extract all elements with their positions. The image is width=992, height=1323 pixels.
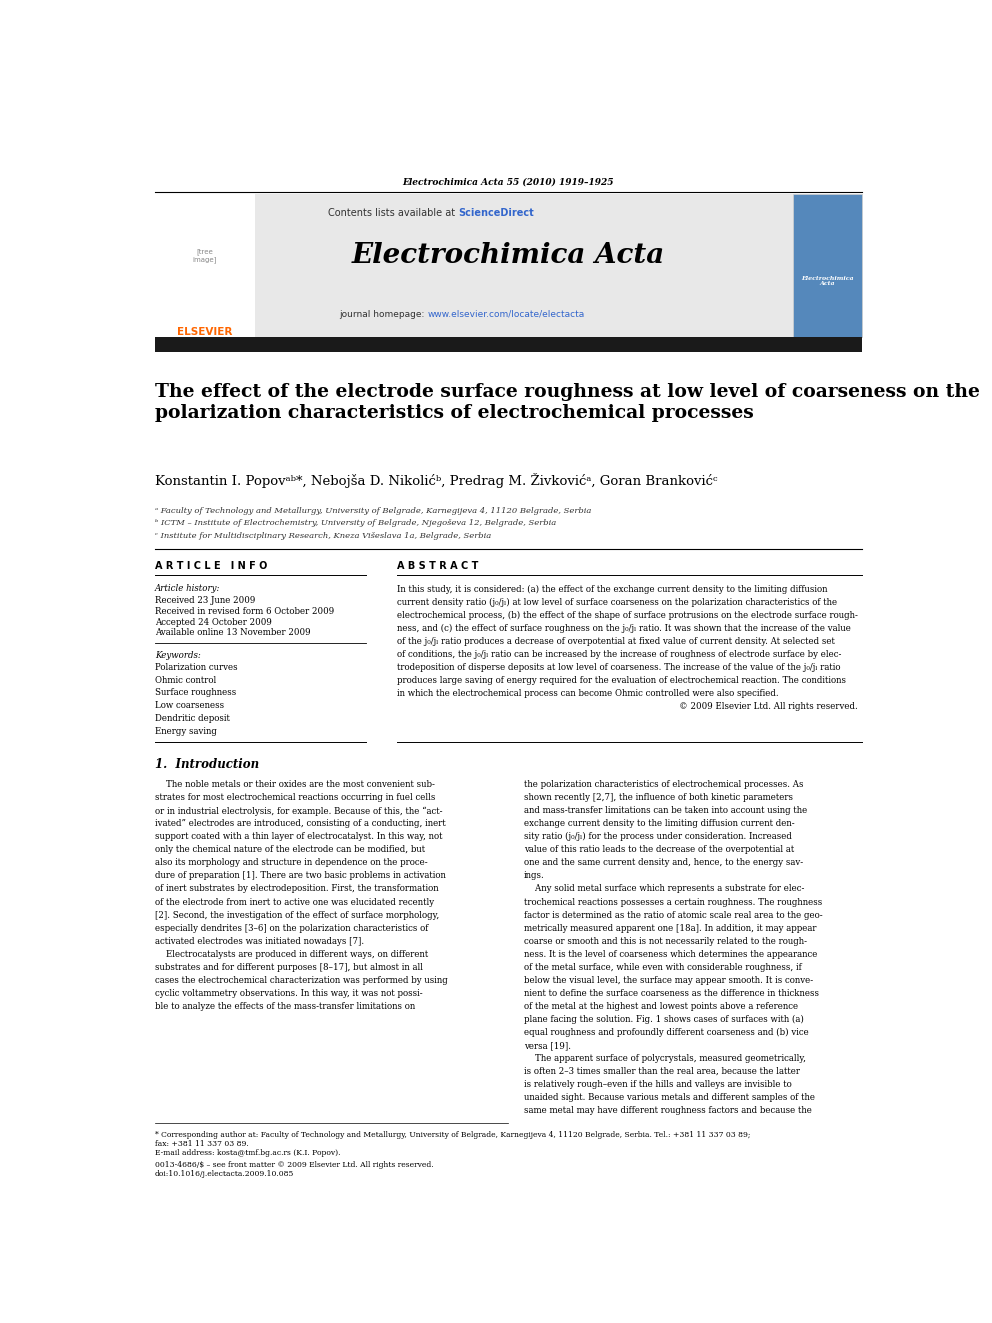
Text: support coated with a thin layer of electrocatalyst. In this way, not: support coated with a thin layer of elec… <box>155 832 442 841</box>
Text: E-mail address: kosta@tmf.bg.ac.rs (K.I. Popov).: E-mail address: kosta@tmf.bg.ac.rs (K.I.… <box>155 1148 340 1156</box>
Text: metrically measured apparent one [18a]. In addition, it may appear: metrically measured apparent one [18a]. … <box>524 923 816 933</box>
Text: activated electrodes was initiated nowadays [7].: activated electrodes was initiated nowad… <box>155 937 364 946</box>
Text: Dendritic deposit: Dendritic deposit <box>155 714 229 722</box>
Text: Surface roughness: Surface roughness <box>155 688 236 697</box>
Bar <box>255 194 793 337</box>
Text: ᵇ ICTM – Institute of Electrochemistry, University of Belgrade, Njegoševa 12, Be: ᵇ ICTM – Institute of Electrochemistry, … <box>155 520 556 528</box>
Text: Polarization curves: Polarization curves <box>155 663 237 672</box>
Text: A B S T R A C T: A B S T R A C T <box>397 561 478 572</box>
Text: Keywords:: Keywords: <box>155 651 200 660</box>
Text: or in industrial electrolysis, for example. Because of this, the “act-: or in industrial electrolysis, for examp… <box>155 806 442 815</box>
Text: Energy saving: Energy saving <box>155 726 216 736</box>
Text: factor is determined as the ratio of atomic scale real area to the geo-: factor is determined as the ratio of ato… <box>524 910 822 919</box>
Text: Konstantin I. Popovᵃᵇ*, Nebojša D. Nikolićᵇ, Predrag M. Živkovićᵃ, Goran Brankov: Konstantin I. Popovᵃᵇ*, Nebojša D. Nikol… <box>155 472 717 487</box>
Text: of the metal at the highest and lowest points above a reference: of the metal at the highest and lowest p… <box>524 1002 798 1011</box>
Bar <box>793 194 862 337</box>
Text: * Corresponding author at: Faculty of Technology and Metallurgy, University of B: * Corresponding author at: Faculty of Te… <box>155 1131 750 1139</box>
Text: one and the same current density and, hence, to the energy sav-: one and the same current density and, he… <box>524 859 803 868</box>
Text: is often 2–3 times smaller than the real area, because the latter: is often 2–3 times smaller than the real… <box>524 1068 800 1076</box>
Text: sity ratio (j₀/jₗ) for the process under consideration. Increased: sity ratio (j₀/jₗ) for the process under… <box>524 832 792 841</box>
Text: Received in revised form 6 October 2009: Received in revised form 6 October 2009 <box>155 607 334 617</box>
Text: is relatively rough–even if the hills and valleys are invisible to: is relatively rough–even if the hills an… <box>524 1080 792 1089</box>
Text: ivated” electrodes are introduced, consisting of a conducting, inert: ivated” electrodes are introduced, consi… <box>155 819 445 828</box>
Text: Received 23 June 2009: Received 23 June 2009 <box>155 595 255 605</box>
Text: fax: +381 11 337 03 89.: fax: +381 11 337 03 89. <box>155 1140 249 1148</box>
Text: trochemical reactions possesses a certain roughness. The roughness: trochemical reactions possesses a certai… <box>524 897 822 906</box>
Text: the polarization characteristics of electrochemical processes. As: the polarization characteristics of elec… <box>524 781 804 790</box>
Text: below the visual level, the surface may appear smooth. It is conve-: below the visual level, the surface may … <box>524 976 812 984</box>
Text: Accepted 24 October 2009: Accepted 24 October 2009 <box>155 618 272 627</box>
Text: Electrochimica Acta 55 (2010) 1919–1925: Electrochimica Acta 55 (2010) 1919–1925 <box>403 177 614 187</box>
Text: The effect of the electrode surface roughness at low level of coarseness on the
: The effect of the electrode surface roug… <box>155 382 980 422</box>
Text: [tree
image]: [tree image] <box>192 249 217 263</box>
Text: produces large saving of energy required for the evaluation of electrochemical r: produces large saving of energy required… <box>397 676 846 685</box>
Text: ness, and (c) the effect of surface roughness on the j₀/jₗ ratio. It was shown t: ness, and (c) the effect of surface roug… <box>397 623 851 632</box>
Text: 1.  Introduction: 1. Introduction <box>155 758 259 771</box>
Text: The noble metals or their oxides are the most convenient sub-: The noble metals or their oxides are the… <box>155 781 434 790</box>
Text: shown recently [2,7], the influence of both kinetic parameters: shown recently [2,7], the influence of b… <box>524 794 793 802</box>
Text: © 2009 Elsevier Ltd. All rights reserved.: © 2009 Elsevier Ltd. All rights reserved… <box>680 703 858 710</box>
Text: ᶜ Institute for Multidisciplinary Research, Kneza Višeslava 1a, Belgrade, Serbia: ᶜ Institute for Multidisciplinary Resear… <box>155 532 491 540</box>
Text: same metal may have different roughness factors and because the: same metal may have different roughness … <box>524 1106 811 1115</box>
Text: [2]. Second, the investigation of the effect of surface morphology,: [2]. Second, the investigation of the ef… <box>155 910 439 919</box>
Text: and mass-transfer limitations can be taken into account using the: and mass-transfer limitations can be tak… <box>524 806 807 815</box>
Text: ELSEVIER: ELSEVIER <box>177 327 232 337</box>
Text: Available online 13 November 2009: Available online 13 November 2009 <box>155 628 310 638</box>
Text: also its morphology and structure in dependence on the proce-: also its morphology and structure in dep… <box>155 859 428 868</box>
Text: ings.: ings. <box>524 872 545 880</box>
Text: only the chemical nature of the electrode can be modified, but: only the chemical nature of the electrod… <box>155 845 425 855</box>
Text: ScienceDirect: ScienceDirect <box>458 208 534 218</box>
Text: of the electrode from inert to active one was elucidated recently: of the electrode from inert to active on… <box>155 897 434 906</box>
Text: Ohmic control: Ohmic control <box>155 676 216 685</box>
Text: substrates and for different purposes [8–17], but almost in all: substrates and for different purposes [8… <box>155 963 423 971</box>
Text: 0013-4686/$ – see front matter © 2009 Elsevier Ltd. All rights reserved.: 0013-4686/$ – see front matter © 2009 El… <box>155 1162 434 1170</box>
Text: ble to analyze the effects of the mass-transfer limitations on: ble to analyze the effects of the mass-t… <box>155 1002 415 1011</box>
Text: Electrocatalysts are produced in different ways, on different: Electrocatalysts are produced in differe… <box>155 950 428 959</box>
Text: Electrochimica
Acta: Electrochimica Acta <box>802 275 854 286</box>
Text: Electrochimica Acta: Electrochimica Acta <box>352 242 665 270</box>
Text: current density ratio (j₀/jₗ) at low level of surface coarseness on the polariza: current density ratio (j₀/jₗ) at low lev… <box>397 598 837 607</box>
Text: dure of preparation [1]. There are two basic problems in activation: dure of preparation [1]. There are two b… <box>155 872 445 880</box>
Text: coarse or smooth and this is not necessarily related to the rough-: coarse or smooth and this is not necessa… <box>524 937 806 946</box>
Text: www.elsevier.com/locate/electacta: www.elsevier.com/locate/electacta <box>428 310 585 319</box>
Text: journal homepage:: journal homepage: <box>339 310 428 319</box>
Text: cases the electrochemical characterization was performed by using: cases the electrochemical characterizati… <box>155 976 447 984</box>
Text: ness. It is the level of coarseness which determines the appearance: ness. It is the level of coarseness whic… <box>524 950 817 959</box>
Text: value of this ratio leads to the decrease of the overpotential at: value of this ratio leads to the decreas… <box>524 845 794 855</box>
Text: plane facing the solution. Fig. 1 shows cases of surfaces with (a): plane facing the solution. Fig. 1 shows … <box>524 1015 804 1024</box>
Text: cyclic voltammetry observations. In this way, it was not possi-: cyclic voltammetry observations. In this… <box>155 988 423 998</box>
Text: nient to define the surface coarseness as the difference in thickness: nient to define the surface coarseness a… <box>524 988 818 998</box>
Text: A R T I C L E   I N F O: A R T I C L E I N F O <box>155 561 267 572</box>
Text: in which the electrochemical process can become Ohmic controlled were also speci: in which the electrochemical process can… <box>397 689 779 699</box>
Bar <box>155 337 862 352</box>
Text: electrochemical process, (b) the effect of the shape of surface protrusions on t: electrochemical process, (b) the effect … <box>397 611 858 619</box>
Text: strates for most electrochemical reactions occurring in fuel cells: strates for most electrochemical reactio… <box>155 794 435 802</box>
Text: exchange current density to the limiting diffusion current den-: exchange current density to the limiting… <box>524 819 795 828</box>
Text: Article history:: Article history: <box>155 583 220 593</box>
Text: trodeposition of disperse deposits at low level of coarseness. The increase of t: trodeposition of disperse deposits at lo… <box>397 663 840 672</box>
Text: especially dendrites [3–6] on the polarization characteristics of: especially dendrites [3–6] on the polari… <box>155 923 429 933</box>
Text: of inert substrates by electrodeposition. First, the transformation: of inert substrates by electrodeposition… <box>155 885 438 893</box>
Text: The apparent surface of polycrystals, measured geometrically,: The apparent surface of polycrystals, me… <box>524 1054 806 1062</box>
Text: Contents lists available at: Contents lists available at <box>328 208 458 218</box>
Text: In this study, it is considered: (a) the effect of the exchange current density : In this study, it is considered: (a) the… <box>397 585 827 594</box>
Text: doi:10.1016/j.electacta.2009.10.085: doi:10.1016/j.electacta.2009.10.085 <box>155 1171 294 1179</box>
Text: of the j₀/jₗ ratio produces a decrease of overpotential at fixed value of curren: of the j₀/jₗ ratio produces a decrease o… <box>397 636 835 646</box>
Text: of conditions, the j₀/jₗ ratio can be increased by the increase of roughness of : of conditions, the j₀/jₗ ratio can be in… <box>397 650 841 659</box>
Text: ᵃ Faculty of Technology and Metallurgy, University of Belgrade, Karnegijeva 4, 1: ᵃ Faculty of Technology and Metallurgy, … <box>155 507 591 515</box>
Text: equal roughness and profoundly different coarseness and (b) vice: equal roughness and profoundly different… <box>524 1028 808 1037</box>
Bar <box>155 194 255 337</box>
Text: Any solid metal surface which represents a substrate for elec-: Any solid metal surface which represents… <box>524 885 805 893</box>
Text: versa [19].: versa [19]. <box>524 1041 570 1050</box>
Text: Low coarseness: Low coarseness <box>155 701 224 710</box>
Text: of the metal surface, while even with considerable roughness, if: of the metal surface, while even with co… <box>524 963 802 971</box>
Text: unaided sight. Because various metals and different samples of the: unaided sight. Because various metals an… <box>524 1093 814 1102</box>
